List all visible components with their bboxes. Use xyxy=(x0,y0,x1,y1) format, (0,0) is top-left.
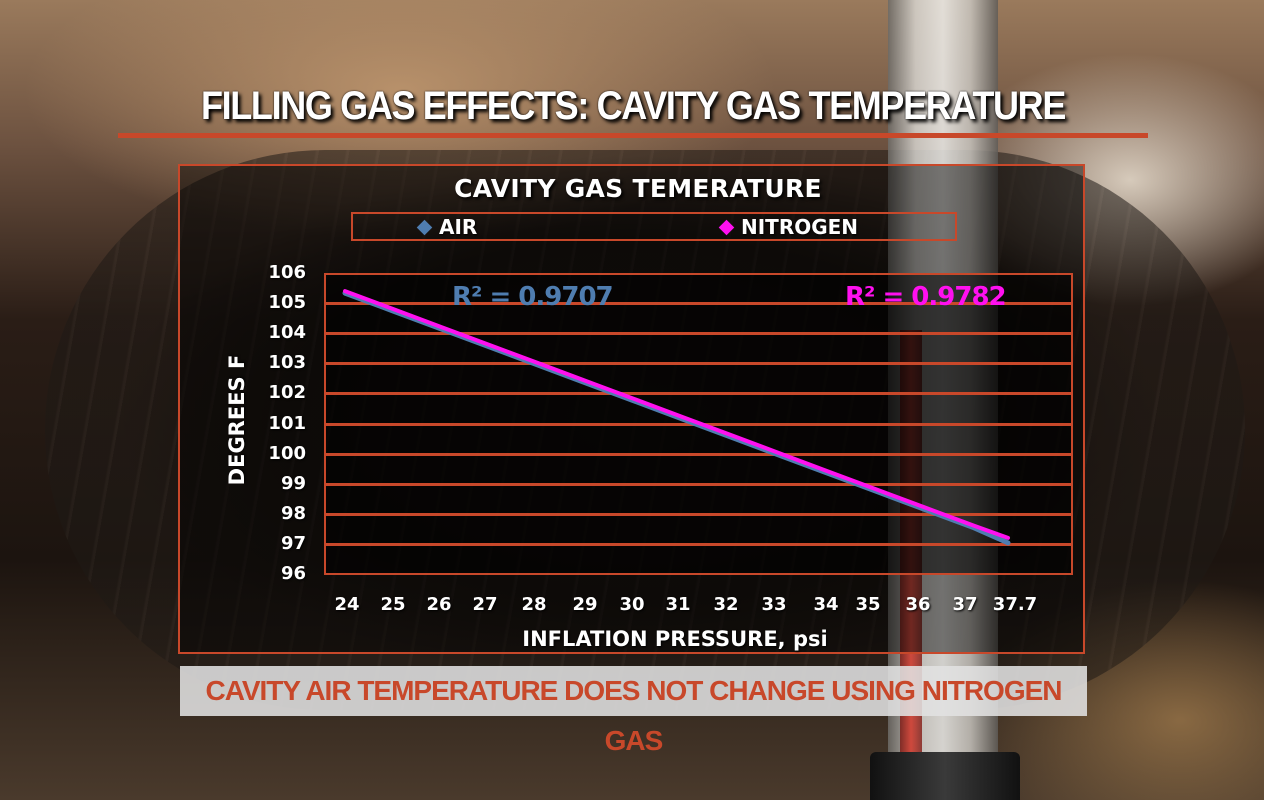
x-tick-label: 32 xyxy=(713,594,739,615)
legend-label-nitrogen: NITROGEN xyxy=(741,215,859,239)
x-tick-label: 26 xyxy=(426,594,452,615)
gridline xyxy=(324,512,1073,516)
y-tick-label: 103 xyxy=(268,352,306,374)
pressure-gauge-base xyxy=(870,752,1020,800)
r-squared-air: R² = 0.9707 xyxy=(452,282,614,312)
y-tick-label: 102 xyxy=(268,382,306,404)
y-tick-label: 99 xyxy=(280,472,306,494)
y-tick-label: 101 xyxy=(268,412,306,434)
x-tick-label: 27 xyxy=(472,594,498,615)
y-tick-label: 104 xyxy=(268,322,306,344)
y-tick-label: 96 xyxy=(280,563,306,584)
x-tick-label: 25 xyxy=(380,594,406,615)
y-tick-label: 106 xyxy=(268,262,306,283)
x-axis-label: INFLATION PRESSURE, psi xyxy=(522,627,828,651)
x-tick-label: 30 xyxy=(619,594,645,615)
chart-title: CAVITY GAS TEMERATURE xyxy=(454,174,822,203)
gridline xyxy=(324,362,1073,366)
gridline xyxy=(324,482,1073,486)
y-tick-label: 97 xyxy=(280,532,306,554)
y-tick-label: 105 xyxy=(268,292,306,314)
x-tick-label: 37 xyxy=(952,594,978,615)
series-line-nitrogen xyxy=(343,289,1010,540)
x-tick-label: 37.7 xyxy=(992,594,1038,615)
legend-item-air: AIR xyxy=(416,215,478,239)
x-tick-label: 29 xyxy=(572,594,598,615)
chart-legend: AIR NITROGEN xyxy=(351,212,957,241)
y-tick-label: 100 xyxy=(268,442,306,464)
x-tick-label: 33 xyxy=(761,594,787,615)
r-squared-nitrogen: R² = 0.9782 xyxy=(845,282,1007,312)
series-line-air xyxy=(342,290,1011,546)
x-tick-label: 24 xyxy=(334,594,360,615)
gridline xyxy=(324,392,1073,396)
x-tick-label: 35 xyxy=(855,594,881,615)
conclusion-banner: CAVITY AIR TEMPERATURE DOES NOT CHANGE U… xyxy=(180,666,1087,756)
gridline xyxy=(324,332,1073,336)
title-underline xyxy=(118,133,1148,138)
x-tick-label: 34 xyxy=(813,594,839,615)
page-title: FILLING GAS EFFECTS: CAVITY GAS TEMPERAT… xyxy=(201,84,1066,128)
gridline xyxy=(324,542,1073,546)
gridline xyxy=(324,302,1073,306)
legend-label-air: AIR xyxy=(439,215,478,239)
x-tick-label: 31 xyxy=(665,594,691,615)
y-tick-label: 98 xyxy=(280,502,306,524)
gridline xyxy=(324,452,1073,456)
x-tick-label: 28 xyxy=(521,594,547,615)
x-tick-label: 36 xyxy=(905,594,931,615)
legend-item-nitrogen: NITROGEN xyxy=(718,215,859,239)
